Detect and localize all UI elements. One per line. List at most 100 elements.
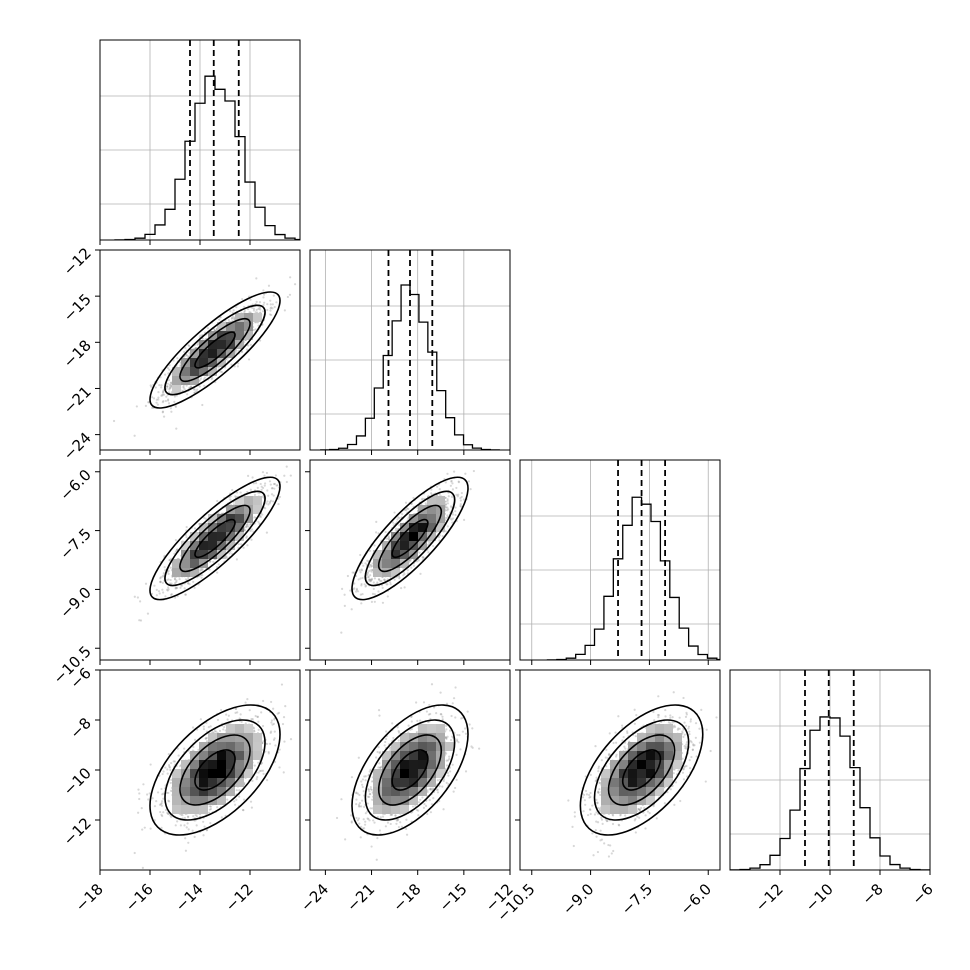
sample-point bbox=[216, 499, 219, 503]
background-layer bbox=[100, 40, 930, 870]
sample-point bbox=[265, 471, 269, 475]
density-cell bbox=[217, 541, 226, 550]
sample-point bbox=[187, 841, 190, 844]
density-cell bbox=[190, 367, 199, 376]
sample-point bbox=[162, 393, 166, 396]
sample-point bbox=[209, 560, 212, 563]
sample-point bbox=[369, 578, 372, 582]
sample-point bbox=[188, 351, 191, 355]
sample-point bbox=[366, 559, 369, 562]
sample-point bbox=[262, 699, 265, 703]
density-cell bbox=[226, 505, 235, 514]
sample-point bbox=[262, 495, 265, 499]
sample-point bbox=[272, 738, 276, 741]
sample-point bbox=[167, 399, 170, 402]
sample-point bbox=[454, 513, 457, 517]
sample-point bbox=[412, 558, 416, 561]
sample-point bbox=[451, 482, 454, 485]
sample-point bbox=[185, 525, 188, 529]
sample-point bbox=[180, 584, 184, 587]
sample-point bbox=[261, 486, 265, 490]
sample-point bbox=[232, 317, 235, 320]
sample-point bbox=[160, 394, 163, 397]
density-cell bbox=[226, 514, 235, 523]
sample-point bbox=[167, 586, 170, 589]
density-cell bbox=[172, 559, 181, 568]
sample-point bbox=[255, 308, 258, 312]
density-cell bbox=[226, 532, 235, 541]
sample-point bbox=[249, 298, 252, 301]
sample-point bbox=[161, 394, 164, 397]
sample-point bbox=[233, 317, 236, 321]
sample-point bbox=[454, 510, 457, 513]
sample-point bbox=[244, 525, 248, 528]
density-cell bbox=[172, 568, 181, 577]
sample-point bbox=[174, 587, 177, 590]
sample-point bbox=[394, 529, 397, 532]
density-cell bbox=[409, 532, 418, 541]
sample-point bbox=[216, 571, 219, 574]
sample-point bbox=[168, 368, 171, 371]
sample-point bbox=[246, 523, 249, 526]
sample-point bbox=[446, 472, 449, 475]
sample-point bbox=[369, 563, 372, 567]
sample-point bbox=[269, 307, 272, 310]
sample-point bbox=[158, 592, 161, 595]
sample-point bbox=[222, 728, 225, 731]
sample-point bbox=[167, 391, 171, 394]
sample-point bbox=[261, 513, 264, 516]
sample-point bbox=[192, 580, 195, 583]
sample-point bbox=[370, 578, 373, 581]
sample-point bbox=[168, 388, 171, 391]
sample-point bbox=[444, 500, 447, 503]
sample-point bbox=[446, 506, 449, 509]
density-cell bbox=[244, 505, 253, 514]
sample-point bbox=[151, 797, 154, 800]
sample-point bbox=[227, 714, 230, 717]
sample-point bbox=[216, 806, 219, 809]
scatter-panel-3-0 bbox=[133, 683, 293, 869]
sample-point bbox=[258, 307, 261, 310]
sample-point bbox=[215, 565, 219, 569]
sample-point bbox=[235, 798, 238, 801]
sample-point bbox=[220, 816, 223, 819]
sample-point bbox=[373, 544, 376, 547]
sample-point bbox=[462, 498, 466, 501]
sample-point bbox=[261, 471, 265, 474]
sample-point bbox=[161, 393, 164, 396]
sample-point bbox=[373, 577, 376, 580]
sample-point bbox=[358, 569, 361, 572]
sample-point bbox=[162, 797, 165, 800]
sample-point bbox=[367, 578, 371, 581]
sample-point bbox=[355, 587, 359, 590]
sample-point bbox=[209, 805, 213, 808]
sample-point bbox=[201, 567, 204, 570]
sample-point bbox=[218, 318, 221, 321]
sample-point bbox=[188, 386, 191, 389]
sample-point bbox=[403, 586, 406, 589]
sample-point bbox=[270, 306, 273, 309]
sample-point bbox=[249, 522, 253, 525]
sample-point bbox=[270, 721, 273, 724]
sample-point bbox=[220, 370, 224, 374]
sample-point bbox=[393, 511, 396, 514]
sample-point bbox=[176, 548, 179, 551]
sample-point bbox=[186, 354, 189, 357]
density-cell bbox=[427, 532, 436, 541]
sample-point bbox=[432, 544, 435, 548]
sample-point bbox=[137, 811, 140, 814]
sample-point bbox=[197, 342, 200, 345]
sample-point bbox=[167, 398, 170, 401]
sample-point bbox=[369, 580, 372, 583]
sample-point bbox=[388, 536, 391, 539]
sample-point bbox=[169, 407, 172, 410]
density-cell bbox=[217, 523, 226, 532]
sample-point bbox=[153, 819, 156, 822]
sample-point bbox=[240, 350, 244, 354]
density-cell bbox=[235, 496, 244, 505]
sample-point bbox=[235, 789, 238, 792]
sample-point bbox=[168, 558, 171, 562]
sample-point bbox=[183, 587, 186, 590]
sample-point bbox=[202, 820, 205, 823]
sample-point bbox=[220, 708, 223, 712]
